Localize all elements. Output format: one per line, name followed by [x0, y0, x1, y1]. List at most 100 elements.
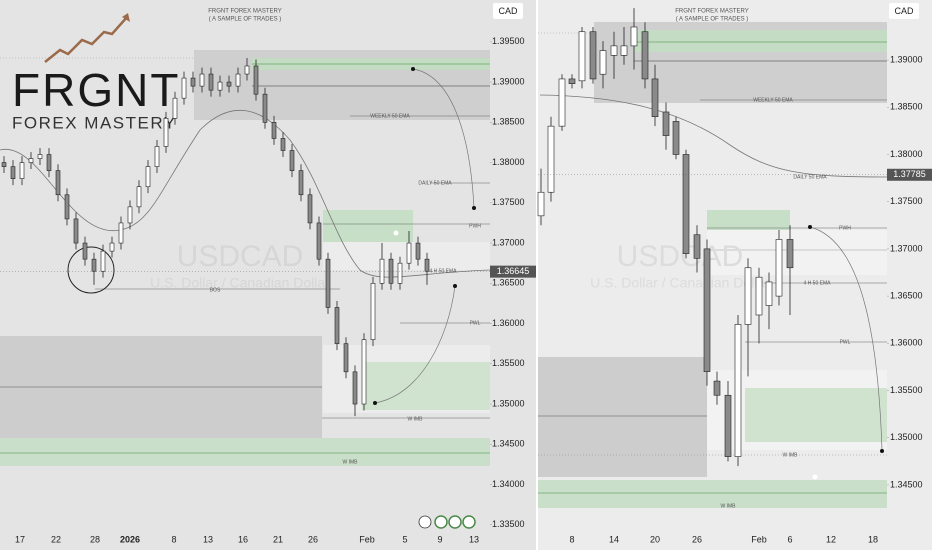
icon[interactable] [418, 515, 432, 529]
candle-body [361, 339, 367, 405]
candle-body [307, 194, 313, 224]
candle-body [10, 166, 16, 179]
annotation: BOS [210, 287, 221, 293]
annotation: 4 H 50 EMA [430, 268, 458, 274]
candle-body [316, 222, 322, 260]
x-tick-label: 12 [826, 534, 836, 544]
separator [536, 0, 538, 550]
candle-body [64, 194, 70, 220]
candle-body [199, 73, 205, 87]
annotation: 4 H 50 EMA [804, 280, 832, 286]
x-tick-label: 5 [402, 534, 407, 544]
candle-body [208, 73, 214, 91]
watermark-sub: U.S. Dollar / Canadian Dollar [150, 275, 330, 291]
candle-body [118, 222, 124, 244]
currency-box[interactable] [493, 3, 523, 19]
candle-body [370, 283, 376, 340]
zone [707, 210, 790, 230]
candle-body [91, 258, 97, 272]
candle-body [100, 250, 106, 272]
currency[interactable]: CAD [894, 6, 914, 16]
candle-body [73, 218, 79, 244]
dot [393, 230, 399, 236]
y-tick-label: 1.35500 [890, 385, 923, 395]
y-tick-label: 1.37000 [492, 237, 525, 247]
annotation: DAILY 50 EMA [418, 180, 452, 186]
watermark: USDCAD [177, 240, 304, 273]
annotation: W IMB [408, 416, 424, 422]
candle-body [620, 45, 628, 56]
annotation: W IMB [343, 459, 359, 465]
candle-body [537, 191, 545, 217]
zone [323, 242, 490, 270]
subtitle: ( A SAMPLE OF TRADES ) [209, 17, 282, 23]
icon[interactable] [462, 515, 476, 529]
icon[interactable] [448, 515, 462, 529]
watermark-sub: U.S. Dollar / Canadian Dollar [590, 275, 770, 291]
candle-body [724, 394, 732, 457]
x-tick-label: 28 [90, 534, 100, 544]
toolbar-icons[interactable] [418, 515, 476, 529]
candle-body [46, 154, 52, 171]
candle-body [630, 26, 638, 47]
x-tick-label: 18 [868, 534, 878, 544]
candle-body [558, 78, 566, 127]
y-tick-label: 1.38000 [890, 149, 923, 159]
candle-body [713, 380, 721, 396]
candle-body [82, 242, 88, 260]
x-tick-label: 13 [469, 534, 479, 544]
y-tick-label: 1.33500 [492, 519, 525, 529]
projection-arrow [374, 285, 456, 404]
annotation: PWH [839, 225, 851, 231]
candle-body [217, 81, 223, 91]
zone [362, 362, 490, 410]
x-tick-label: Feb [359, 534, 375, 544]
y-tick-label: 1.36500 [492, 278, 525, 288]
x-tick-label: 16 [238, 534, 248, 544]
price-label: 1.36645 [497, 266, 530, 276]
candle-body [547, 125, 555, 193]
x-tick-label: 8 [569, 534, 574, 544]
candle-body [127, 206, 133, 224]
annotation: W IMB [783, 452, 799, 458]
candle-body [662, 111, 670, 136]
candle-body [672, 121, 680, 155]
annotation: W IMB [721, 503, 737, 509]
y-tick-label: 1.38000 [492, 157, 525, 167]
y-tick-label: 1.36000 [890, 338, 923, 348]
currency[interactable]: CAD [498, 6, 518, 16]
annotation: PWH [469, 223, 481, 229]
x-tick-label: 26 [692, 534, 702, 544]
currency-box[interactable] [889, 3, 919, 19]
marks: 1.33500 1.34000 1.34500 1.35000 1.35500 1.360… [0, 8, 932, 544]
candle-body [190, 77, 196, 87]
candle-body [334, 307, 340, 344]
logo-arrow [44, 15, 129, 63]
annotation: PWL [840, 339, 851, 345]
candle-body [765, 281, 773, 306]
dot [453, 284, 457, 288]
y-tick-label: 1.35000 [890, 432, 923, 442]
x-tick-label: Feb [751, 534, 767, 544]
dot [411, 67, 415, 71]
candle-body [352, 371, 358, 405]
candle-body [37, 154, 43, 159]
candle-body [235, 73, 241, 87]
candle-body [406, 242, 412, 264]
x-tick-label: 14 [609, 534, 619, 544]
dot [472, 206, 476, 210]
icon[interactable] [434, 515, 448, 529]
candle-body [682, 154, 690, 254]
candle-body [589, 31, 597, 80]
candle-body [298, 170, 304, 196]
x-tick-label: 9 [437, 534, 442, 544]
candle-body [734, 324, 742, 457]
candle-body [424, 258, 430, 272]
y-tick-label: 1.39000 [890, 54, 923, 64]
candle-body [343, 343, 349, 373]
y-tick-label: 1.38500 [492, 117, 525, 127]
dot [373, 401, 377, 405]
title: FRGNT FOREX MASTERY [675, 9, 748, 15]
x-tick-label: 22 [51, 534, 61, 544]
